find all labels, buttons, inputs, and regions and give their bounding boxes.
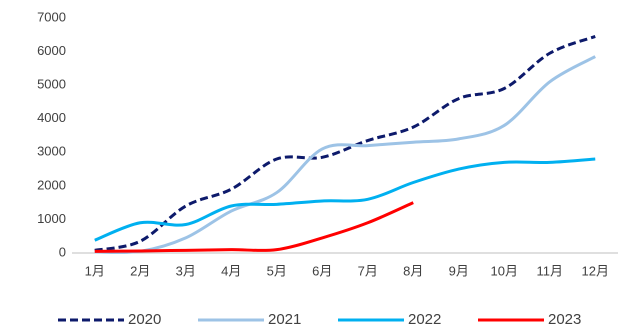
x-tick-label: 1月	[85, 263, 105, 278]
y-tick-label: 4000	[37, 110, 66, 125]
x-tick-label: 7月	[358, 263, 378, 278]
y-tick-label: 2000	[37, 177, 66, 192]
y-tick-label: 3000	[37, 144, 66, 159]
series-line	[94, 201, 414, 253]
x-tick-label: 4月	[221, 263, 241, 278]
x-tick-label: 6月	[312, 263, 332, 278]
x-tick-label: 9月	[449, 263, 469, 278]
series-line	[94, 55, 596, 255]
legend-label: 2020	[128, 311, 161, 328]
y-tick-label: 5000	[37, 77, 66, 92]
x-tick-label: 2月	[130, 263, 150, 278]
x-tick-label: 5月	[267, 263, 287, 278]
x-tick-label: 12月	[582, 263, 609, 278]
legend-label: 2023	[548, 311, 581, 328]
x-tick-label: 10月	[491, 263, 518, 278]
x-tick-label: 3月	[176, 263, 196, 278]
x-tick-label: 11月	[537, 263, 564, 278]
x-tick-label: 8月	[403, 263, 423, 278]
series-line	[94, 35, 596, 252]
y-tick-label: 1000	[37, 211, 66, 226]
y-tick-label: 0	[59, 244, 66, 259]
series-line	[94, 157, 596, 242]
y-tick-label: 6000	[37, 43, 66, 58]
legend-label: 2021	[268, 311, 301, 328]
y-tick-label: 7000	[37, 9, 66, 24]
legend-label: 2022	[408, 311, 441, 328]
